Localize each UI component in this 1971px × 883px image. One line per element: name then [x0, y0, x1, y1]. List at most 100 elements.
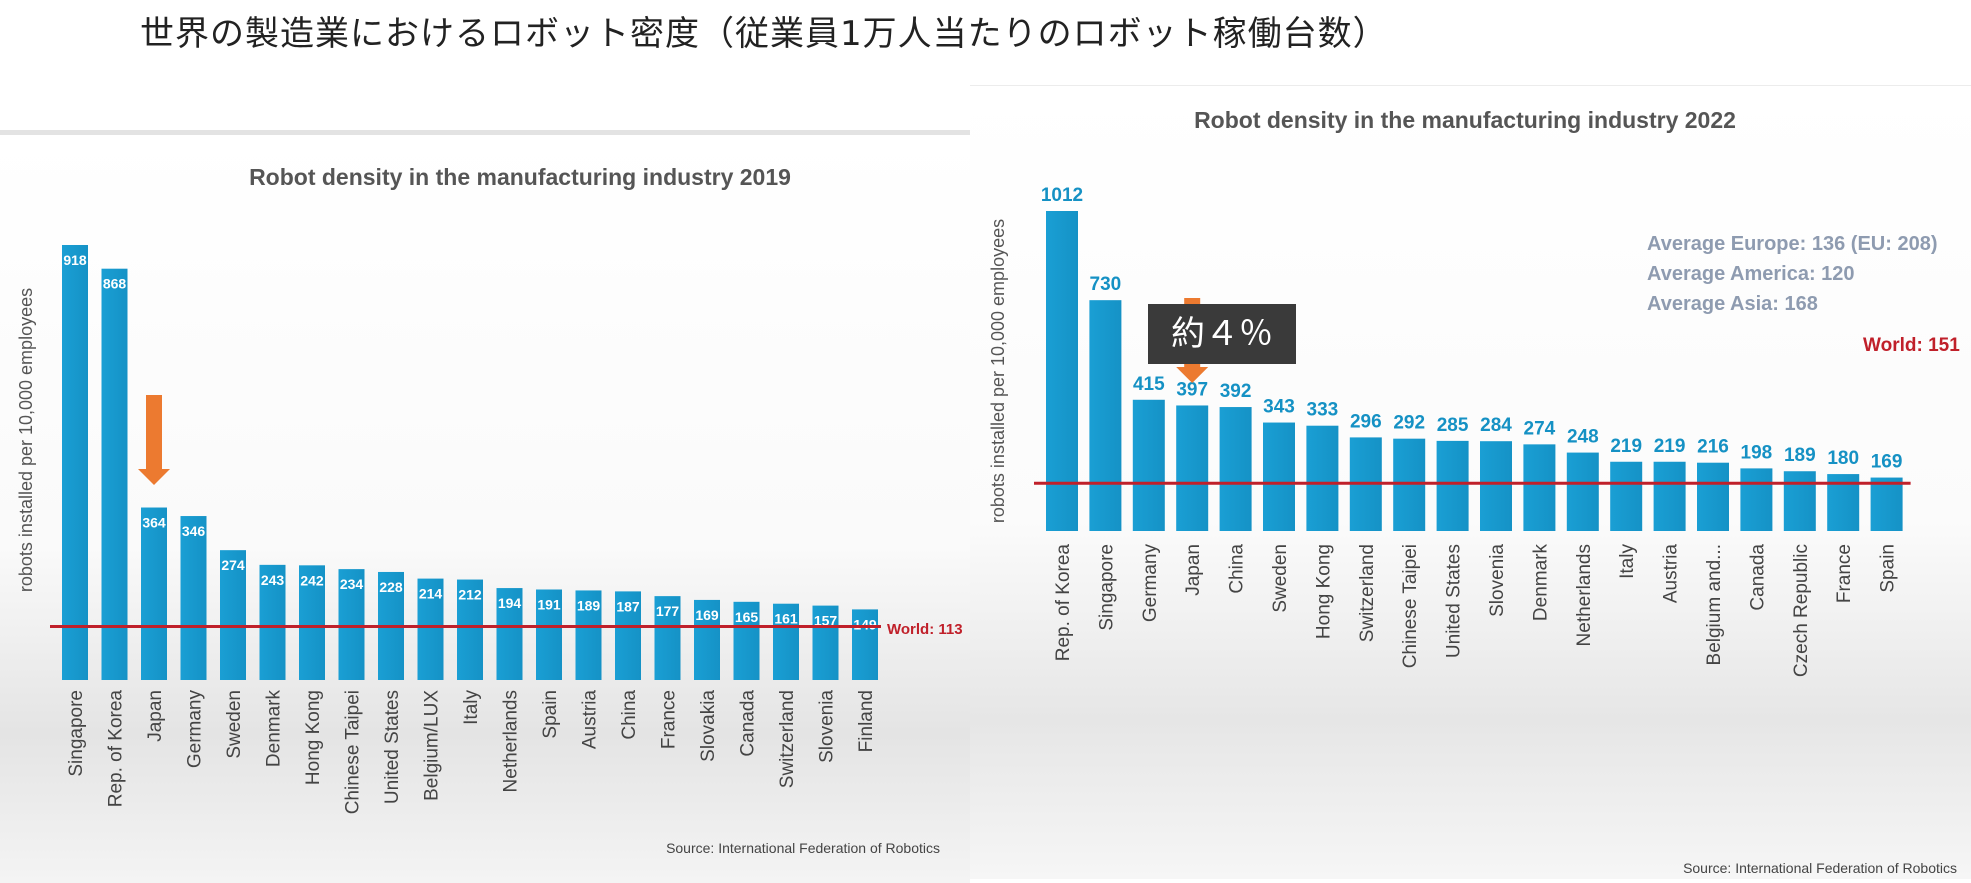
chart-panel-2019: Robot density in the manufacturing indus…	[0, 130, 970, 883]
y-axis-label-2022: robots installed per 10,000 employees	[988, 219, 1008, 523]
chart-2019: Robot density in the manufacturing indus…	[16, 164, 963, 856]
value-label-2019: 212	[458, 587, 482, 603]
bar-2019	[338, 569, 365, 680]
value-label-2022: 397	[1176, 379, 1208, 400]
chart-panel-2022: Robot density in the manufacturing indus…	[970, 85, 1971, 879]
world-label-2022: World: 151	[1863, 335, 1960, 356]
category-label-2022: Switzerland	[1357, 544, 1378, 642]
value-label-2022: 292	[1393, 413, 1425, 434]
category-label-2019: Switzerland	[777, 690, 798, 788]
value-label-2019: 364	[142, 515, 166, 531]
category-label-2022: Chinese Taipei	[1400, 544, 1421, 668]
category-label-2022: Sweden	[1270, 544, 1291, 613]
bar-2019	[654, 596, 681, 680]
category-label-2022: Hong Kong	[1313, 544, 1334, 639]
value-label-2022: 296	[1350, 411, 1382, 432]
category-label-2022: Slovenia	[1487, 544, 1508, 617]
bar-2022	[1219, 407, 1252, 531]
bar-2022	[1523, 444, 1556, 531]
bar-2019	[180, 516, 207, 680]
bar-2022	[1566, 452, 1599, 531]
source-note-2019: Source: International Federation of Robo…	[666, 840, 940, 856]
category-label-2019: Rep. of Korea	[106, 690, 127, 808]
category-label-2019: Belgium/LUX	[422, 690, 443, 801]
bar-2019	[141, 507, 167, 680]
bar-2022	[1436, 440, 1469, 531]
bar-2022	[1089, 300, 1122, 531]
average-annotation-2022: Average America: 120	[1647, 263, 1855, 285]
bar-2019	[259, 564, 286, 680]
bar-2022	[1393, 438, 1426, 531]
y-axis-label-2019: robots installed per 10,000 employees	[16, 288, 36, 592]
category-label-2019: Slovakia	[698, 690, 719, 762]
value-label-2022: 333	[1307, 400, 1339, 421]
bar-2022	[1480, 441, 1512, 531]
category-label-2022: Singapore	[1096, 544, 1117, 631]
category-label-2019: Sweden	[224, 690, 245, 759]
bar-2022	[1783, 471, 1816, 531]
value-label-2019: 187	[616, 598, 640, 614]
bar-2019	[615, 591, 641, 680]
category-label-2019: Netherlands	[501, 690, 522, 792]
category-label-2022: Germany	[1140, 544, 1161, 623]
bar-2019	[773, 603, 799, 680]
bar-2019	[852, 609, 878, 680]
value-label-2022: 274	[1524, 418, 1556, 439]
value-label-2019: 274	[221, 557, 245, 573]
bar-2019	[457, 579, 483, 680]
bar-2019	[733, 601, 760, 680]
bar-2022	[1870, 477, 1903, 531]
value-label-2022: 169	[1871, 452, 1903, 473]
category-label-2022: Belgium and...	[1704, 544, 1725, 665]
value-label-2022: 730	[1090, 274, 1122, 295]
value-label-2022: 189	[1784, 445, 1816, 466]
value-label-2019: 242	[300, 572, 324, 588]
share-callout: 約４％	[1148, 304, 1296, 364]
bar-2022	[1740, 468, 1773, 531]
value-label-2022: 284	[1480, 415, 1512, 436]
value-label-2022: 219	[1610, 436, 1642, 457]
bar-2019	[694, 599, 720, 680]
category-label-2022: Italy	[1617, 544, 1638, 579]
category-label-2022: China	[1227, 544, 1248, 594]
value-label-2022: 248	[1567, 427, 1599, 448]
bar-2022	[1610, 461, 1643, 531]
value-label-2019: 234	[340, 576, 364, 592]
bar-2019	[220, 550, 246, 680]
value-label-2019: 918	[63, 252, 87, 268]
bar-2019	[101, 268, 128, 680]
value-label-2019: 189	[577, 597, 601, 613]
category-label-2019: United States	[382, 690, 403, 804]
category-label-2019: Finland	[856, 690, 877, 752]
average-annotation-2022: Average Europe: 136 (EU: 208)	[1647, 233, 1937, 255]
value-label-2019: 228	[379, 579, 403, 595]
world-label-2019: World: 113	[887, 621, 963, 638]
category-label-2019: Hong Kong	[303, 690, 324, 785]
bar-2022	[1653, 461, 1686, 531]
bar-2019	[299, 565, 325, 680]
category-label-2022: Canada	[1747, 544, 1768, 611]
value-label-2022: 392	[1220, 381, 1252, 402]
bar-2022	[1132, 399, 1165, 531]
value-label-2019: 194	[498, 595, 522, 611]
category-label-2022: Denmark	[1530, 544, 1551, 622]
category-label-2019: Italy	[461, 690, 482, 725]
value-label-2019: 214	[419, 586, 443, 602]
category-label-2019: Singapore	[66, 690, 87, 777]
highlight-arrow-icon-2019	[138, 395, 170, 485]
category-label-2022: Rep. of Korea	[1053, 544, 1074, 662]
category-label-2022: Austria	[1661, 544, 1682, 604]
value-label-2019: 169	[695, 607, 719, 623]
bar-2022	[1306, 425, 1339, 531]
category-label-2019: China	[619, 690, 640, 740]
value-label-2022: 216	[1697, 437, 1729, 458]
bar-2019	[536, 589, 562, 680]
value-label-2019: 165	[735, 609, 759, 625]
bar-2019	[417, 578, 444, 680]
category-label-2022: United States	[1444, 544, 1465, 658]
category-label-2019: France	[659, 690, 680, 749]
value-label-2022: 285	[1437, 415, 1469, 436]
chart-2022: Robot density in the manufacturing indus…	[988, 107, 1960, 876]
value-label-2019: 161	[774, 611, 798, 627]
source-note-2022: Source: International Federation of Robo…	[1683, 860, 1957, 876]
